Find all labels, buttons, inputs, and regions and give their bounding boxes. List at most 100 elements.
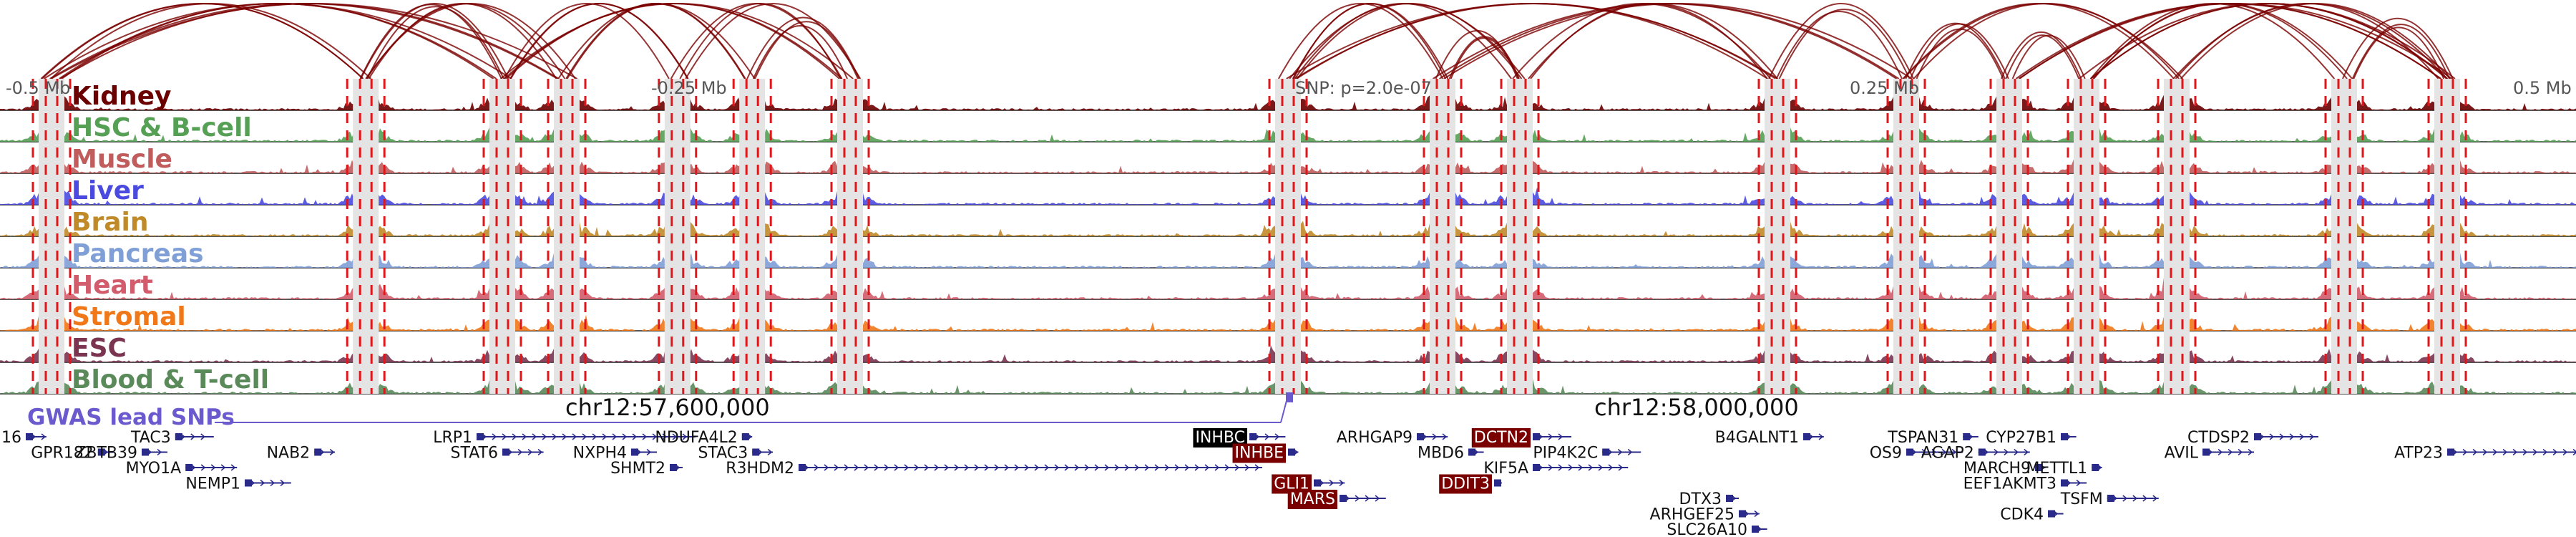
- highlight-band: [1430, 79, 1455, 394]
- strand-arrow: [1951, 448, 1957, 456]
- strand-arrow: [562, 433, 567, 440]
- gene-label: PIP4K2C: [1533, 445, 1598, 463]
- gene-exon: [2061, 479, 2068, 487]
- strand-arrow: [2462, 448, 2468, 456]
- chromatin-loop-arc: [746, 16, 860, 79]
- strand-arrow: [1432, 433, 1438, 440]
- gene-exon: [1739, 510, 1746, 518]
- strand-arrow: [572, 433, 577, 440]
- strand-arrow: [2132, 495, 2138, 502]
- strand-arrow: [672, 433, 678, 440]
- gene-exon: [185, 464, 193, 471]
- highlight-band: [2331, 79, 2357, 394]
- gene-label: ZBTB39: [75, 445, 137, 463]
- strand-arrow: [2309, 433, 2315, 440]
- strand-arrow: [270, 479, 275, 487]
- axis-label-right-mid: 0.25 Mb: [1850, 78, 1919, 98]
- gene-label: AGAP2: [1921, 445, 1974, 463]
- strand-arrow: [2238, 448, 2243, 456]
- gene-exon: [2254, 433, 2261, 440]
- gene-annotation-track: RDH16GPR182ZBTB39TAC3MYO1ANEMP1NAB2LRP1S…: [0, 428, 2576, 537]
- strand-arrow: [1994, 448, 1999, 456]
- gene-exon: [1752, 526, 1759, 533]
- strand-arrow: [1164, 464, 1170, 471]
- strand-arrow: [2218, 448, 2223, 456]
- strand-arrow: [1375, 495, 1380, 502]
- gene-exon: [1978, 448, 1986, 456]
- chromatin-loop-arc: [2180, 3, 2451, 79]
- strand-arrow: [1124, 464, 1130, 471]
- strand-arrow: [260, 479, 265, 487]
- gene-highlight: [1232, 443, 1286, 463]
- track-label: ESC: [72, 334, 127, 363]
- gene-exon: [1314, 479, 1321, 487]
- gene-label: DDIT3: [1441, 475, 1490, 493]
- gene-exon: [1726, 495, 1733, 502]
- highlight-band: [2074, 79, 2099, 394]
- strand-arrow: [1054, 464, 1060, 471]
- chromatin-loop-arc: [557, 3, 756, 79]
- strand-arrow: [1618, 464, 1624, 471]
- gene-label: KIF5A: [1483, 460, 1528, 478]
- chromatin-loop-arc: [1528, 3, 1778, 79]
- strand-arrow: [2014, 448, 2019, 456]
- chromatin-loop-arc: [2011, 34, 2086, 79]
- strand-arrow: [2142, 495, 2148, 502]
- distance-axis: -0.5 Mb -0.25 Mb SNP: p=2.0e-07 0.25 Mb …: [6, 78, 2572, 98]
- strand-arrow: [1627, 448, 1633, 456]
- gene-exon: [1417, 433, 1424, 440]
- strand-arrow: [1588, 464, 1594, 471]
- chromatin-loop-arc: [365, 3, 576, 79]
- gene-exon: [1494, 479, 1501, 487]
- gene-exon: [245, 479, 252, 487]
- gene-exon: [2061, 433, 2068, 440]
- strand-arrow: [914, 464, 919, 471]
- strand-arrow: [552, 433, 557, 440]
- strand-arrow: [592, 433, 597, 440]
- chromatin-loop-arc: [1286, 3, 1778, 79]
- chromatin-loop-arc: [2078, 3, 2456, 79]
- strand-arrow: [1558, 433, 1563, 440]
- gene-exon: [741, 433, 749, 440]
- gene-label: STAC3: [698, 445, 748, 463]
- track-label: Liver: [72, 176, 144, 205]
- gene-label: ARHGAP9: [1337, 429, 1413, 447]
- strand-arrow: [602, 433, 608, 440]
- strand-arrow: [2512, 448, 2518, 456]
- chromatin-loop-arc: [2353, 26, 2445, 79]
- strand-arrow: [1244, 464, 1250, 471]
- chromatin-loop-arc: [1435, 29, 1520, 79]
- gene-exon: [97, 448, 105, 456]
- strand-arrow: [814, 464, 819, 471]
- strand-arrow: [502, 433, 507, 440]
- strand-arrow: [1274, 433, 1280, 440]
- strand-arrow: [984, 464, 990, 471]
- strand-arrow: [1548, 464, 1553, 471]
- strand-arrow: [2076, 479, 2082, 487]
- gene-label: CDK4: [2000, 506, 2044, 524]
- strand-arrow: [1024, 464, 1030, 471]
- chromatin-loop-arc: [1433, 3, 1898, 79]
- gene-highlight: [1287, 490, 1337, 509]
- gene-label: TSFM: [2060, 490, 2103, 508]
- gene-exon: [670, 464, 677, 471]
- chromatin-loop-arc: [500, 3, 854, 79]
- strand-arrow: [864, 464, 869, 471]
- chromatin-loop-arc: [1913, 3, 2180, 79]
- strand-arrow: [230, 464, 236, 471]
- gene-exon: [1288, 448, 1295, 456]
- track-label: Blood & T-cell: [72, 365, 269, 395]
- gene-exon: [502, 448, 509, 456]
- chromatin-loop-arc: [679, 3, 841, 79]
- strand-arrow: [542, 433, 547, 440]
- highlight-band: [39, 79, 64, 394]
- strand-arrow: [157, 448, 162, 456]
- gwas-label: GWAS lead SNPs: [27, 405, 235, 430]
- strand-arrow: [2152, 495, 2158, 502]
- gene-label: CTDSP2: [2187, 429, 2250, 447]
- strand-arrow: [682, 433, 688, 440]
- highlight-band: [1996, 79, 2022, 394]
- strand-arrow: [1264, 433, 1270, 440]
- strand-arrow: [894, 464, 899, 471]
